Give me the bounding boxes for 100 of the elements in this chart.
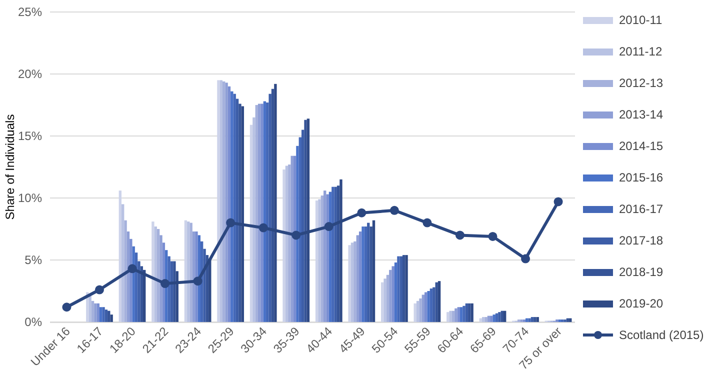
bar	[138, 261, 140, 322]
bar	[282, 169, 286, 322]
bar	[495, 313, 498, 322]
bar	[217, 80, 220, 322]
bar	[252, 117, 256, 322]
legend-label: 2017-18	[619, 234, 664, 248]
legend-label: 2010-11	[619, 13, 662, 28]
bar	[484, 317, 488, 322]
bar	[503, 310, 506, 322]
bar	[296, 146, 299, 322]
legend-label: Scotland (2015)	[619, 328, 704, 342]
bar	[260, 104, 264, 322]
bar	[184, 220, 188, 322]
point	[292, 230, 301, 240]
bar	[498, 312, 501, 322]
bar	[354, 241, 356, 322]
legend-label: 2018-19	[619, 265, 664, 280]
bar	[364, 226, 368, 322]
bar	[288, 164, 291, 322]
legend-label: 2013-14	[619, 108, 664, 122]
bar	[358, 231, 362, 322]
bar	[110, 314, 113, 322]
bar	[255, 105, 258, 322]
bar	[422, 294, 425, 322]
bar	[250, 124, 253, 322]
bar	[460, 307, 463, 322]
bar	[268, 94, 272, 322]
bar	[195, 231, 198, 322]
point	[226, 218, 236, 228]
bar	[190, 222, 192, 322]
bar	[332, 186, 334, 322]
bar	[271, 88, 274, 322]
y-axis-title: Share of Individuals	[3, 114, 17, 220]
bar	[430, 288, 433, 322]
bar	[124, 220, 127, 322]
bar	[99, 307, 102, 322]
bar	[446, 312, 450, 322]
point	[258, 223, 268, 232]
point	[422, 218, 432, 228]
y-tick-label: 10%	[18, 191, 42, 206]
bar	[225, 82, 228, 322]
bar	[482, 317, 485, 322]
bar	[94, 303, 97, 322]
bar	[528, 318, 531, 322]
bar	[457, 307, 460, 322]
bar	[530, 317, 534, 322]
bar	[405, 255, 408, 322]
bar	[534, 317, 536, 322]
bar	[500, 310, 504, 322]
bar	[318, 199, 321, 322]
legend-label: 2019-20	[619, 296, 664, 311]
bar	[372, 220, 376, 322]
point	[554, 197, 563, 206]
bar	[394, 262, 398, 322]
bar	[108, 310, 110, 322]
bar	[102, 307, 105, 322]
bar	[370, 226, 372, 322]
y-tick-label: 20%	[18, 67, 42, 82]
bar	[468, 303, 471, 322]
point	[521, 254, 530, 264]
bar	[301, 130, 304, 322]
bar	[236, 98, 239, 322]
legend-label: 2016-17	[619, 202, 664, 216]
bar	[536, 317, 539, 322]
bar	[298, 137, 302, 322]
point	[128, 264, 137, 274]
bar	[154, 226, 157, 322]
bar	[173, 261, 176, 322]
bar	[88, 296, 92, 322]
point	[455, 230, 464, 240]
bar	[266, 102, 269, 322]
bar	[356, 235, 359, 322]
point	[193, 276, 202, 286]
bar	[104, 310, 108, 322]
bar	[290, 156, 294, 322]
bar	[222, 81, 226, 322]
y-tick-label: 5%	[24, 253, 42, 268]
bar	[432, 287, 436, 322]
legend-label: 2011-12	[619, 44, 662, 59]
bar	[427, 291, 430, 322]
bar	[334, 186, 337, 322]
bar	[187, 222, 190, 322]
bar	[130, 238, 132, 322]
legend-label: 2012-13	[619, 76, 664, 90]
bar	[384, 278, 386, 322]
bar	[465, 303, 468, 322]
bar	[118, 190, 122, 322]
bar	[452, 310, 455, 322]
bar	[397, 256, 400, 322]
y-tick-label: 0%	[24, 315, 42, 330]
point	[324, 222, 334, 232]
bar	[152, 222, 154, 322]
bar	[400, 256, 402, 322]
y-tick-label: 25%	[18, 5, 42, 20]
bar	[435, 282, 438, 322]
bar	[91, 300, 94, 322]
bar	[424, 292, 428, 322]
bar	[416, 300, 420, 322]
bar	[487, 316, 490, 322]
bar	[320, 196, 324, 322]
